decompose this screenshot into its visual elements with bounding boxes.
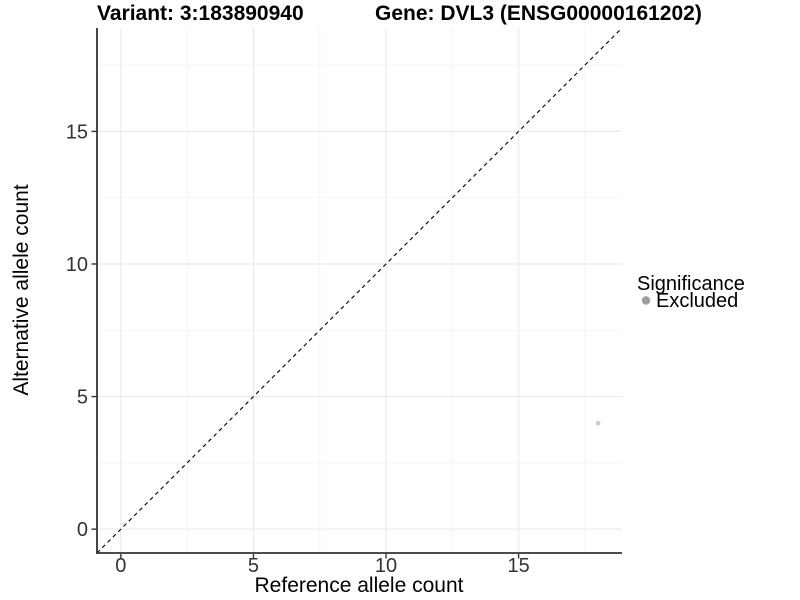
legend-key-dot-icon [641, 296, 651, 305]
legend: Significance Excluded [637, 273, 745, 312]
x-axis-title: Reference allele count [255, 574, 464, 597]
x-tick-label: 10 [375, 555, 397, 577]
axes-layer: 0 5 10 15 0 5 10 15 [66, 28, 622, 577]
x-tick-label: 5 [248, 555, 259, 577]
data-points-layer [595, 420, 601, 426]
legend-title: Significance [637, 273, 745, 295]
reference-line-layer [96, 27, 623, 554]
y-axis-title: Alternative allele count [10, 184, 33, 395]
legend-entry-label: Excluded [656, 290, 738, 312]
plot-title-variant: Variant: 3:183890940 [97, 2, 304, 25]
data-point-excluded [595, 420, 601, 426]
x-tick-label: 15 [507, 555, 529, 577]
x-tick-label: 0 [115, 555, 126, 577]
y-tick-label: 5 [77, 387, 88, 409]
gridlines-layer [97, 28, 622, 553]
y-tick-label: 10 [66, 254, 88, 276]
identity-dashed-line [96, 27, 623, 554]
y-tick-label: 0 [77, 519, 88, 541]
plot-title-gene: Gene: DVL3 (ENSG00000161202) [375, 2, 702, 25]
y-tick-label: 15 [66, 121, 88, 143]
